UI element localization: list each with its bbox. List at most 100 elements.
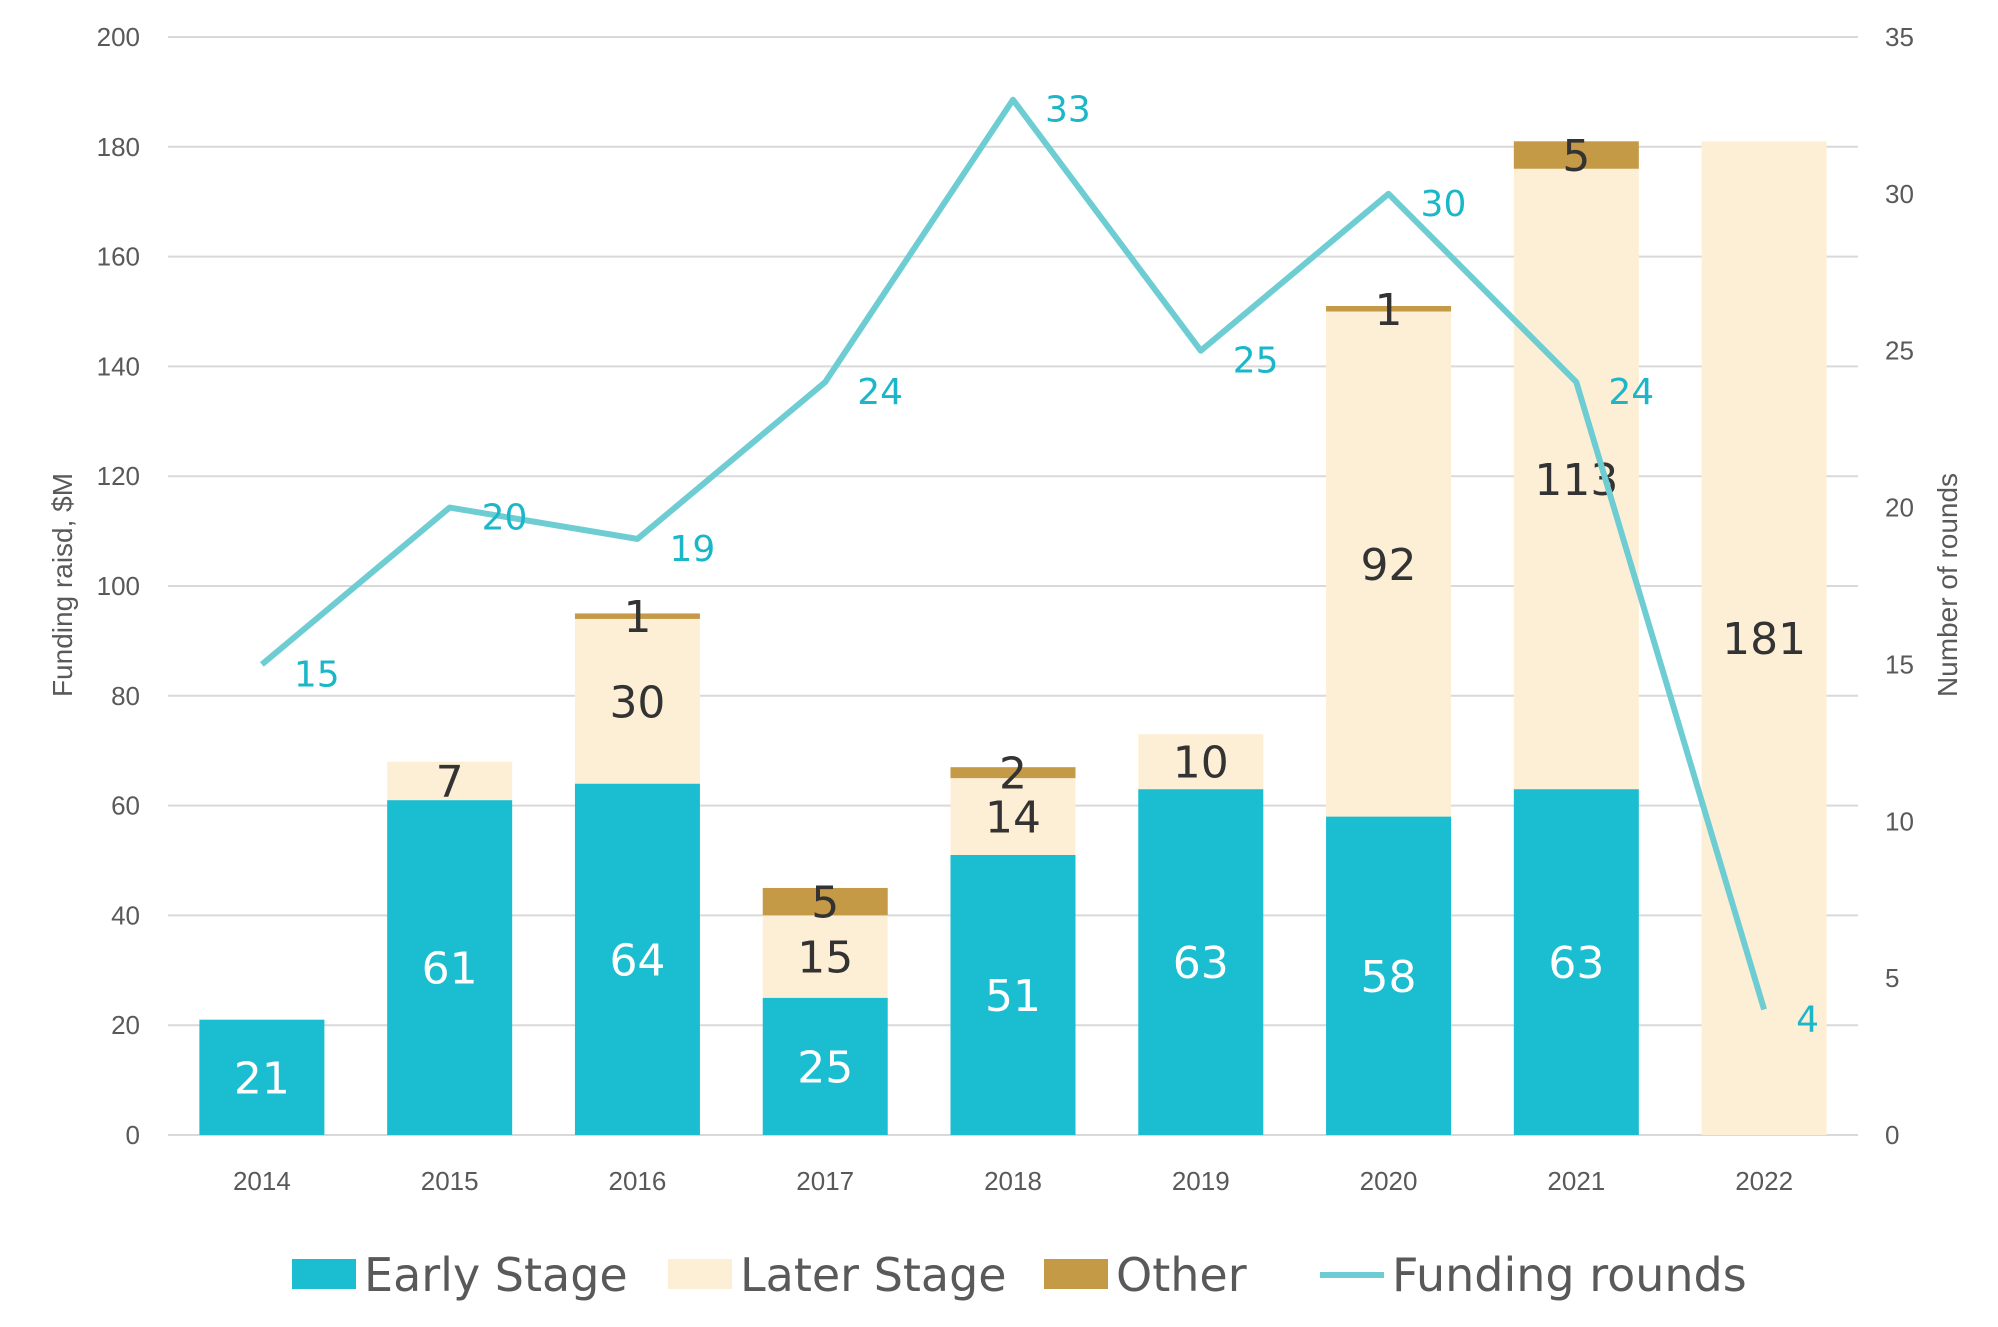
legend-item: Early Stage: [292, 1248, 628, 1302]
bar-data-label: 21: [234, 1053, 290, 1104]
bar-other: [950, 767, 1076, 779]
bar-early-stage: [199, 1019, 325, 1135]
legend-label: Later Stage: [740, 1248, 1007, 1302]
x-tick-label: 2014: [233, 1166, 291, 1196]
bar-later-stage: [1513, 168, 1639, 790]
y2-tick-label: 35: [1885, 22, 1914, 52]
bar-later-stage: [1701, 141, 1827, 1135]
legend-swatch: [1044, 1259, 1108, 1289]
bar-early-stage: [387, 800, 513, 1135]
bar-data-label: 30: [609, 677, 665, 728]
y-tick-label: 120: [97, 461, 140, 491]
bar-data-label: 63: [1173, 938, 1229, 989]
x-tick-label: 2018: [984, 1166, 1042, 1196]
y-tick-label: 180: [97, 132, 140, 162]
line-data-label: 33: [1045, 90, 1091, 131]
x-tick-label: 2017: [796, 1166, 854, 1196]
legend: Early Stage Later Stage Other Funding round…: [292, 1248, 1747, 1302]
x-tick-label: 2020: [1360, 1166, 1418, 1196]
bar-early-stage: [950, 855, 1076, 1135]
bar-other: [1513, 141, 1639, 169]
line-data-label: 30: [1421, 184, 1467, 225]
bar-early-stage: [1513, 789, 1639, 1135]
funding-rounds-polyline: [259, 96, 1767, 1011]
x-tick-label: 2022: [1735, 1166, 1793, 1196]
bar-data-label: 58: [1361, 952, 1417, 1003]
bar-early-stage: [762, 997, 888, 1135]
line-data-label: 15: [294, 654, 340, 695]
legend-swatch: [668, 1259, 732, 1289]
right-axis-ticks: 0 5 10 15 20 25 30 35: [1885, 22, 1914, 1150]
bar-data-label: 7: [436, 757, 464, 808]
bar-later-stage: [574, 618, 700, 784]
y-tick-label: 100: [97, 571, 140, 601]
bar-data-label: 10: [1173, 738, 1229, 789]
line-data-label: 24: [857, 372, 903, 413]
bar-later-stage: [762, 915, 888, 998]
bar-early-stage: [574, 783, 700, 1135]
bar-data-label: 64: [609, 935, 665, 986]
y-tick-label: 40: [111, 900, 140, 930]
legend-swatch: [292, 1259, 356, 1289]
x-tick-label: 2021: [1547, 1166, 1605, 1196]
bar-early-stage: [1138, 789, 1264, 1135]
y2-tick-label: 5: [1885, 963, 1899, 993]
y2-tick-label: 0: [1885, 1120, 1899, 1150]
bar-data-label: 1: [1375, 285, 1403, 336]
y2-tick-label: 20: [1885, 493, 1914, 523]
category-axis-ticks: 2014 2015 2016 2017 2018 2019 2020 2021 2022: [233, 1166, 1793, 1196]
x-tick-label: 2019: [1172, 1166, 1230, 1196]
legend-label: Other: [1116, 1248, 1247, 1302]
legend-item: Funding rounds: [1320, 1248, 1747, 1302]
y-tick-label: 200: [97, 22, 140, 52]
legend-label: Early Stage: [364, 1248, 628, 1302]
left-axis-ticks: 0 20 40 60 80 100 120 140 160 180 200: [97, 22, 140, 1150]
bar-later-stage: [387, 761, 513, 801]
bar-later-stage: [950, 778, 1076, 856]
y2-tick-label: 30: [1885, 179, 1914, 209]
line-data-label: 24: [1608, 372, 1654, 413]
x-tick-label: 2015: [421, 1166, 479, 1196]
line-data-label: 25: [1233, 341, 1279, 382]
y-tick-label: 20: [111, 1010, 140, 1040]
bar-data-label: 5: [1562, 131, 1590, 182]
bar-data-label: 51: [985, 971, 1041, 1022]
y-tick-label: 60: [111, 791, 140, 821]
bar-other: [574, 613, 700, 619]
bar-data-label: 92: [1361, 540, 1417, 591]
y-tick-label: 140: [97, 351, 140, 381]
legend-item: Later Stage: [668, 1248, 1007, 1302]
y-tick-label: 0: [126, 1120, 140, 1150]
y2-tick-label: 10: [1885, 806, 1914, 836]
line-data-label: 4: [1796, 1000, 1819, 1041]
y-tick-label: 160: [97, 242, 140, 272]
line-data-label: 20: [482, 498, 528, 539]
bar-other: [762, 887, 888, 916]
line-data-label: 19: [669, 529, 715, 570]
bar-data-label: 14: [985, 793, 1041, 844]
bar-data-label: 2: [999, 749, 1027, 800]
y-tick-label: 80: [111, 681, 140, 711]
y2-tick-label: 25: [1885, 336, 1914, 366]
bar-data-label: 181: [1722, 614, 1806, 665]
bar-data-label: 5: [811, 878, 839, 929]
bar-other: [1326, 306, 1452, 312]
legend-item: Other: [1044, 1248, 1247, 1302]
x-tick-label: 2016: [609, 1166, 667, 1196]
bar-later-stage: [1138, 734, 1264, 790]
bars: [199, 141, 1827, 1135]
bar-data-label: 63: [1548, 938, 1604, 989]
bar-later-stage: [1326, 311, 1452, 817]
legend-label: Funding rounds: [1392, 1248, 1747, 1302]
right-axis-title: Number of rounds: [1932, 473, 1963, 697]
bar-data-label: 61: [422, 944, 478, 995]
left-axis-title: Funding raisd, $M: [47, 473, 78, 697]
bar-early-stage: [1326, 816, 1452, 1135]
bar-data-label: 15: [797, 933, 853, 984]
y2-tick-label: 15: [1885, 649, 1914, 679]
bar-data-label: 25: [797, 1042, 853, 1093]
bar-data-label: 1: [623, 592, 651, 643]
